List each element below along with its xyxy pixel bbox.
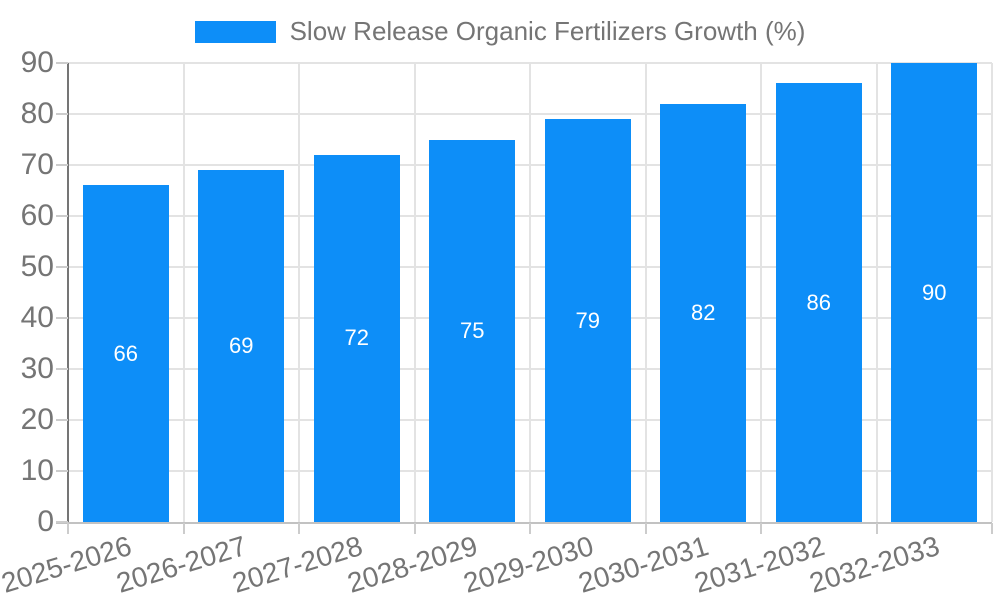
y-axis-tick xyxy=(56,266,68,268)
y-axis-tick-label: 40 xyxy=(20,301,54,334)
gridline-vertical xyxy=(644,63,647,522)
y-axis-tick xyxy=(56,215,68,217)
y-axis-tick xyxy=(56,419,68,421)
x-axis-category-label-text: 2025-2026 xyxy=(0,530,135,599)
bar[interactable]: 69 xyxy=(198,170,285,522)
x-axis-category-label-text: 2027-2028 xyxy=(228,530,366,599)
bar-value-label: 90 xyxy=(922,279,947,305)
bar[interactable]: 72 xyxy=(313,154,400,522)
x-axis-category-label-text: 2029-2030 xyxy=(459,530,597,599)
x-axis-tick xyxy=(760,523,762,534)
y-axis-tick-label: 20 xyxy=(20,403,54,436)
bar-value-label: 82 xyxy=(691,299,716,325)
x-axis-tick xyxy=(182,523,185,534)
gridline-vertical xyxy=(298,63,300,522)
plot-area: 66 69 72 75 79 82 86 90 xyxy=(68,62,993,522)
legend-swatch[interactable] xyxy=(194,20,276,43)
gridline-vertical xyxy=(529,63,531,522)
x-axis-category-label-text: 2026-2027 xyxy=(113,530,251,599)
x-axis-line xyxy=(56,522,992,524)
y-axis-tick-label: 50 xyxy=(20,250,54,283)
bar[interactable]: 75 xyxy=(429,139,516,522)
x-axis-category-label: 2028-2029 xyxy=(212,530,481,599)
x-axis-tick xyxy=(529,523,531,534)
legend[interactable]: Slow Release Organic Fertilizers Growth … xyxy=(0,16,1000,47)
bar[interactable]: 79 xyxy=(544,119,631,522)
x-axis-category-label-text: 2028-2029 xyxy=(344,530,482,599)
gridline-vertical xyxy=(991,63,993,522)
y-axis-tick-label: 10 xyxy=(20,454,54,487)
y-axis-tick xyxy=(56,470,68,472)
x-axis-category-label: 2031-2032 xyxy=(559,530,828,599)
y-axis-line xyxy=(67,63,69,524)
x-axis-tick xyxy=(875,523,878,534)
y-axis-tick xyxy=(56,164,68,166)
x-axis-tick xyxy=(298,523,300,534)
bar-value-label: 72 xyxy=(344,325,369,351)
x-axis-tick xyxy=(644,523,647,534)
x-axis-category-label: 2029-2030 xyxy=(328,530,597,599)
y-axis-tick-label: 90 xyxy=(20,46,54,79)
y-axis-tick-label: 30 xyxy=(20,352,54,385)
bar[interactable]: 66 xyxy=(82,185,169,522)
bar-value-label: 79 xyxy=(575,307,600,333)
bar[interactable]: 82 xyxy=(660,103,747,522)
y-axis-tick-label: 80 xyxy=(20,97,54,130)
x-axis-category-label-text: 2031-2032 xyxy=(690,530,828,599)
x-axis-tick xyxy=(413,523,416,534)
x-axis-category-label-text: 2030-2031 xyxy=(575,530,713,599)
x-axis-category-label: 2032-2033 xyxy=(674,530,943,599)
x-axis-category-label: 2030-2031 xyxy=(443,530,712,599)
legend-label: Slow Release Organic Fertilizers Growth … xyxy=(289,16,806,46)
y-axis-tick-label: 60 xyxy=(20,199,54,232)
gridline-vertical xyxy=(413,63,416,522)
y-axis-tick xyxy=(56,521,68,523)
bar-value-label: 69 xyxy=(229,333,254,359)
x-axis-tick xyxy=(67,523,69,534)
gridline-vertical xyxy=(760,63,762,522)
x-axis-category-label-text: 2032-2033 xyxy=(806,530,944,599)
bar-value-label: 86 xyxy=(806,289,831,315)
y-axis-tick xyxy=(56,317,68,319)
bar-value-label: 75 xyxy=(460,317,485,343)
bar[interactable]: 90 xyxy=(891,63,978,522)
y-axis-tick xyxy=(56,368,68,370)
y-axis-tick-label: 70 xyxy=(20,148,54,181)
y-axis-tick xyxy=(56,62,68,64)
x-axis-tick xyxy=(991,523,993,534)
y-axis-tick-label: 0 xyxy=(37,505,54,538)
bar[interactable]: 86 xyxy=(775,83,862,522)
bar-value-label: 66 xyxy=(113,340,138,366)
gridline-vertical xyxy=(182,63,185,522)
x-axis-category-label: 2027-2028 xyxy=(97,530,366,599)
y-axis-tick xyxy=(56,113,68,115)
gridline-vertical xyxy=(875,63,878,522)
